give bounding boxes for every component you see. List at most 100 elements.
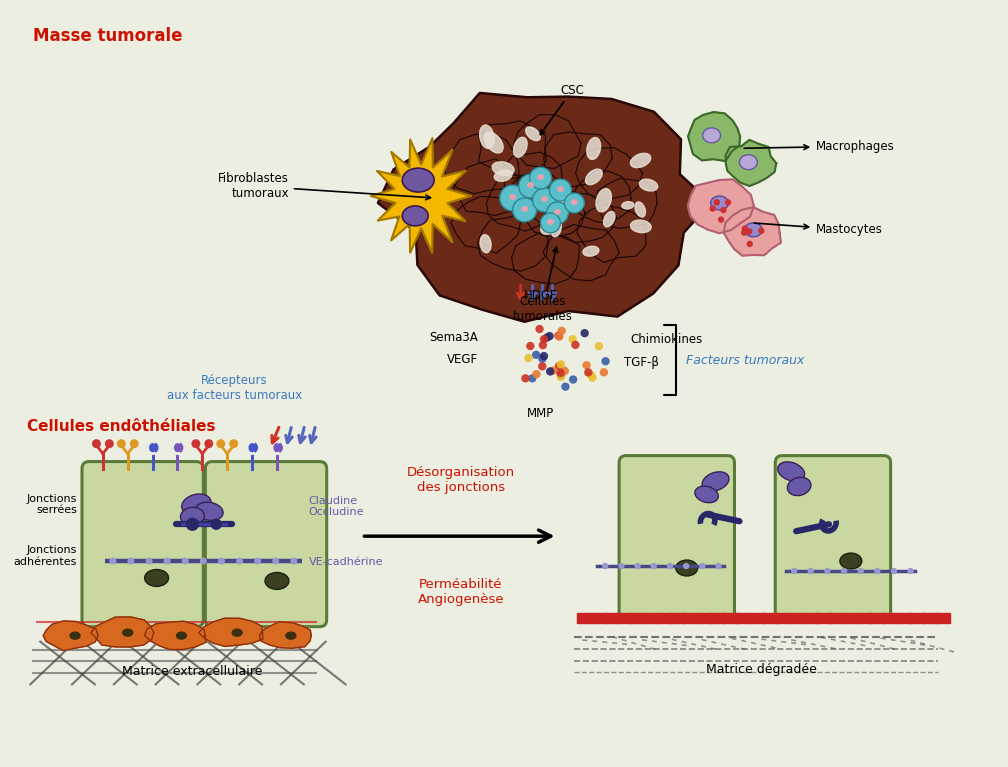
Circle shape	[569, 335, 577, 344]
Polygon shape	[687, 179, 754, 233]
Bar	[869, 613, 884, 623]
Circle shape	[716, 564, 721, 568]
Circle shape	[543, 334, 551, 341]
Circle shape	[526, 342, 534, 351]
Ellipse shape	[402, 206, 428, 225]
Polygon shape	[514, 114, 581, 169]
Circle shape	[521, 374, 529, 383]
Bar	[683, 613, 699, 623]
Circle shape	[808, 568, 813, 574]
Circle shape	[556, 373, 565, 381]
Polygon shape	[724, 207, 781, 255]
Circle shape	[186, 518, 199, 530]
Text: Cellules endôthéliales: Cellules endôthéliales	[27, 419, 216, 434]
Circle shape	[891, 568, 896, 574]
Ellipse shape	[180, 507, 205, 525]
Ellipse shape	[711, 196, 729, 210]
Bar	[776, 613, 791, 623]
Circle shape	[742, 226, 747, 231]
Ellipse shape	[522, 206, 527, 211]
Polygon shape	[598, 179, 657, 229]
Circle shape	[726, 200, 731, 205]
Polygon shape	[43, 621, 98, 650]
Circle shape	[546, 367, 554, 376]
Circle shape	[560, 367, 569, 375]
Ellipse shape	[583, 246, 599, 256]
Circle shape	[192, 439, 201, 448]
Circle shape	[146, 558, 152, 564]
Ellipse shape	[480, 235, 491, 253]
Circle shape	[130, 439, 139, 448]
Circle shape	[742, 230, 747, 235]
Circle shape	[602, 357, 610, 365]
Ellipse shape	[494, 170, 512, 181]
Circle shape	[546, 202, 569, 224]
FancyBboxPatch shape	[206, 462, 327, 627]
Circle shape	[589, 374, 597, 382]
Bar	[750, 613, 765, 623]
Circle shape	[583, 361, 591, 370]
Ellipse shape	[557, 187, 563, 191]
Ellipse shape	[639, 179, 658, 191]
Ellipse shape	[196, 502, 223, 521]
Text: Macrophages: Macrophages	[744, 140, 895, 153]
Ellipse shape	[123, 629, 133, 636]
Circle shape	[747, 242, 752, 246]
Polygon shape	[446, 133, 519, 193]
Circle shape	[569, 375, 578, 384]
Circle shape	[229, 439, 238, 448]
Circle shape	[549, 179, 572, 201]
Polygon shape	[199, 618, 263, 647]
Circle shape	[564, 193, 585, 213]
Ellipse shape	[572, 199, 577, 204]
Polygon shape	[145, 621, 206, 650]
Circle shape	[587, 370, 595, 379]
Text: Matrice extracellulaire: Matrice extracellulaire	[122, 666, 263, 679]
Polygon shape	[550, 193, 617, 242]
Circle shape	[600, 368, 608, 377]
Ellipse shape	[630, 220, 651, 232]
Ellipse shape	[586, 169, 603, 185]
Circle shape	[908, 568, 913, 574]
Ellipse shape	[528, 183, 533, 187]
Circle shape	[182, 558, 188, 564]
FancyBboxPatch shape	[619, 456, 735, 621]
Circle shape	[110, 558, 116, 564]
Polygon shape	[454, 159, 519, 216]
Polygon shape	[487, 178, 549, 231]
Circle shape	[581, 329, 589, 337]
Ellipse shape	[540, 218, 561, 234]
Circle shape	[715, 200, 720, 205]
FancyBboxPatch shape	[82, 462, 204, 627]
Circle shape	[500, 185, 525, 211]
Bar	[737, 613, 751, 623]
Circle shape	[219, 558, 224, 564]
Circle shape	[217, 439, 225, 448]
Circle shape	[700, 564, 705, 568]
Bar	[630, 613, 645, 623]
Circle shape	[528, 374, 536, 383]
Bar	[816, 613, 831, 623]
Text: Mastocytes: Mastocytes	[754, 223, 883, 236]
Ellipse shape	[480, 125, 494, 149]
Polygon shape	[378, 93, 711, 321]
Circle shape	[875, 568, 880, 574]
Ellipse shape	[551, 222, 561, 237]
Circle shape	[105, 439, 114, 448]
Text: Matrice dégradée: Matrice dégradée	[706, 663, 816, 676]
Bar	[657, 613, 671, 623]
Circle shape	[603, 564, 608, 568]
Polygon shape	[91, 617, 153, 647]
Circle shape	[667, 564, 672, 568]
Circle shape	[619, 564, 624, 568]
Ellipse shape	[265, 572, 289, 589]
Circle shape	[128, 558, 134, 564]
Polygon shape	[523, 189, 585, 236]
Circle shape	[532, 370, 540, 378]
Ellipse shape	[630, 153, 651, 168]
Circle shape	[513, 198, 536, 222]
Circle shape	[545, 332, 553, 341]
Circle shape	[117, 439, 126, 448]
Bar	[697, 613, 712, 623]
Circle shape	[146, 442, 158, 453]
